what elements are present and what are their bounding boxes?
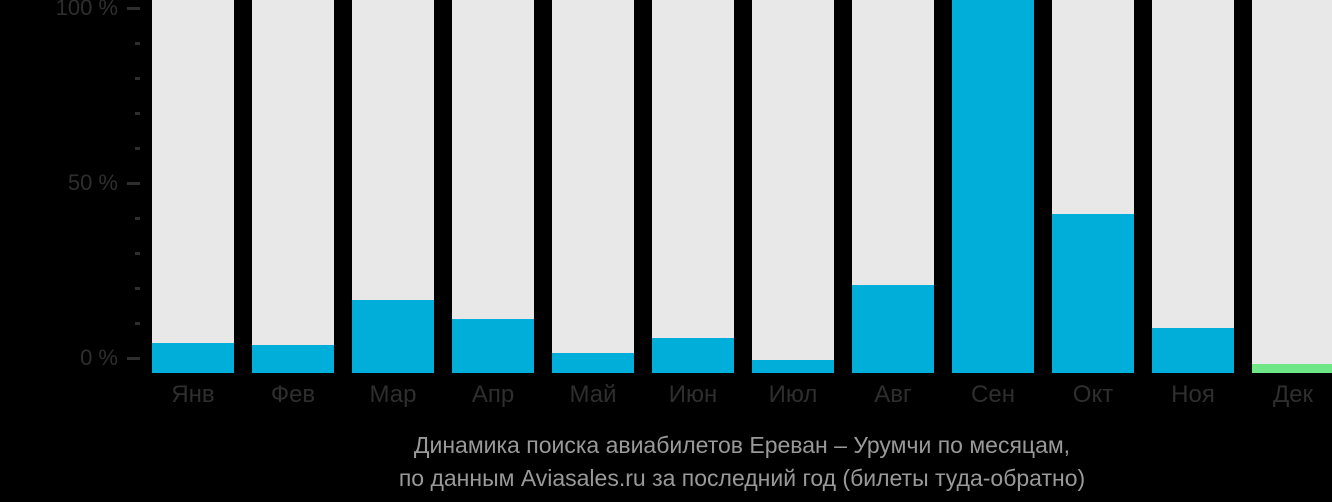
bar-value-Фев[interactable]: [252, 345, 334, 373]
y-tick-label-50: 50 %: [67, 170, 118, 195]
y-tick-90: [135, 42, 140, 45]
bar-column-Янв[interactable]: [152, 0, 234, 373]
y-tick-80: [135, 77, 140, 80]
month-label-Май: Май: [569, 381, 617, 408]
month-label-Дек: Дек: [1272, 381, 1314, 408]
y-tick-50: [127, 182, 140, 185]
bar-column-Дек[interactable]: [1252, 0, 1332, 373]
bar-column-Фев[interactable]: [252, 0, 334, 373]
month-label-Авг: Авг: [874, 381, 912, 408]
month-label-Апр: Апр: [471, 381, 515, 408]
y-tick-label-0: 0 %: [80, 345, 118, 370]
bar-value-Окт[interactable]: [1052, 214, 1134, 373]
y-tick-label-100: 100 %: [55, 0, 118, 20]
bar-value-Мар[interactable]: [352, 300, 434, 373]
chart-title: Динамика поиска авиабилетов Ереван – Уру…: [413, 432, 1071, 458]
bar-column-Мар[interactable]: [352, 0, 434, 373]
bar-column-Июн[interactable]: [652, 0, 734, 373]
bar-value-Сен[interactable]: [952, 0, 1034, 373]
bar-value-Дек[interactable]: [1252, 363, 1332, 373]
bar-value-Ноя[interactable]: [1152, 328, 1234, 373]
bar-column-Окт[interactable]: [1052, 0, 1134, 373]
bar-column-Сен[interactable]: [952, 0, 1034, 373]
y-tick-70: [135, 112, 140, 115]
y-tick-60: [135, 147, 140, 150]
y-tick-40: [135, 217, 140, 220]
bar-column-Май[interactable]: [552, 0, 634, 373]
bar-value-Янв[interactable]: [152, 343, 234, 373]
month-label-Мар: Мар: [369, 381, 417, 408]
bar-column-Июл[interactable]: [752, 0, 834, 373]
bar-column-Авг[interactable]: [852, 0, 934, 373]
bar-value-Июн[interactable]: [652, 337, 734, 373]
y-tick-0: [127, 357, 140, 360]
bar-column-Апр[interactable]: [452, 0, 534, 373]
bar-value-Апр[interactable]: [452, 318, 534, 373]
month-label-Ноя: Ноя: [1171, 381, 1215, 408]
month-label-Янв: Янв: [171, 381, 215, 408]
bar-value-Авг[interactable]: [852, 285, 934, 373]
plot-area: 100 % 50 % 0 %: [55, 0, 1332, 373]
bar-value-Май[interactable]: [552, 352, 634, 373]
chart-subtitle: по данным Aviasales.ru за последний год …: [398, 465, 1086, 491]
bar-value-Июл[interactable]: [752, 359, 834, 373]
month-label-Фев: Фев: [270, 381, 316, 408]
y-tick-30: [135, 252, 140, 255]
bar-column-Ноя[interactable]: [1152, 0, 1234, 373]
month-label-Окт: Окт: [1072, 381, 1114, 408]
y-tick-20: [135, 287, 140, 290]
y-tick-100: [127, 7, 140, 10]
y-tick-10: [135, 322, 140, 325]
month-label-Сен: Сен: [971, 381, 1015, 408]
month-label-Июл: Июл: [768, 381, 818, 408]
month-label-Июн: Июн: [668, 381, 718, 408]
